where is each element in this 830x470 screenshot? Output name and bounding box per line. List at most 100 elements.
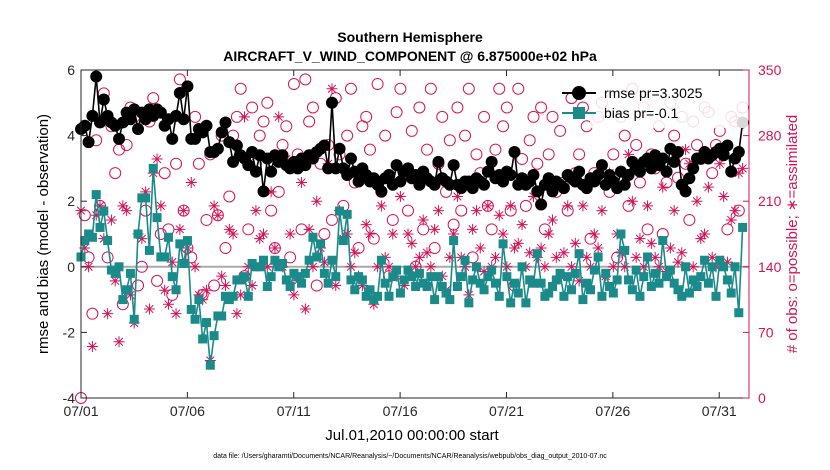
rmse-point <box>527 168 540 181</box>
assimilated-obs-point <box>375 200 387 212</box>
y-tick-label: -4 <box>63 390 76 406</box>
assimilated-obs-point <box>254 233 266 245</box>
possible-obs-point <box>470 148 483 161</box>
assimilated-obs-point <box>718 191 730 203</box>
assimilated-obs-point <box>383 261 395 273</box>
assimilated-obs-point <box>417 214 429 226</box>
rmse-point <box>432 155 445 168</box>
bias-point <box>452 281 462 291</box>
assimilated-obs-point <box>596 205 608 217</box>
rmse-point <box>592 168 605 181</box>
assimilated-obs-point <box>109 275 121 287</box>
possible-obs-point <box>554 124 567 137</box>
bias-point <box>144 245 154 255</box>
rmse-point <box>485 155 498 168</box>
assimilated-obs-point <box>581 251 593 263</box>
bias-point <box>350 285 360 295</box>
bias-point <box>441 288 451 298</box>
assimilated-obs-point <box>360 219 372 231</box>
assimilated-obs-point <box>478 265 490 277</box>
possible-obs-point <box>246 101 259 114</box>
possible-obs-point <box>234 82 247 95</box>
rmse-point <box>557 182 570 195</box>
bias-point <box>281 275 291 285</box>
assimilated-obs-point <box>231 308 243 320</box>
assimilated-obs-point <box>619 261 631 273</box>
bias-point <box>578 295 588 305</box>
possible-obs-point <box>173 73 186 86</box>
bias-point <box>475 278 485 288</box>
possible-obs-point <box>344 82 357 95</box>
possible-obs-point <box>386 213 399 226</box>
bias-point <box>327 255 337 265</box>
assimilated-obs-point <box>577 200 589 212</box>
assimilated-obs-point <box>219 280 231 292</box>
assimilated-obs-point <box>721 256 733 268</box>
assimilated-obs-point <box>261 261 273 273</box>
bias-point <box>650 268 660 278</box>
possible-obs-point <box>443 134 456 147</box>
possible-obs-point <box>493 82 506 95</box>
bias-point <box>270 255 280 265</box>
bias-point <box>217 311 227 321</box>
assimilated-obs-point <box>444 251 456 263</box>
x-tick-label: 07/06 <box>170 403 205 419</box>
possible-obs-point <box>101 251 114 264</box>
bias-point <box>91 190 101 200</box>
assimilated-obs-point <box>296 176 308 188</box>
assimilated-obs-point <box>394 191 406 203</box>
rmse-point <box>382 168 395 181</box>
assimilated-obs-point <box>223 223 235 235</box>
assimilated-obs-point <box>653 261 665 273</box>
x-tick-label: 07/31 <box>702 403 737 419</box>
assimilated-obs-point <box>349 247 361 259</box>
bias-point <box>673 285 683 295</box>
bias-point <box>95 222 105 232</box>
rmse-point <box>721 139 734 152</box>
bias-point <box>148 163 158 173</box>
rmse-point <box>660 165 673 178</box>
bias-point <box>570 268 580 278</box>
possible-obs-point <box>485 223 498 236</box>
bias-point <box>357 275 367 285</box>
assimilated-obs-point <box>505 200 517 212</box>
bias-point <box>179 259 189 269</box>
bias-point <box>437 281 447 291</box>
possible-obs-point <box>690 138 703 151</box>
bias-point <box>426 272 436 282</box>
assimilated-obs-point <box>482 200 494 212</box>
bias-point <box>262 281 272 291</box>
assimilated-obs-point <box>642 200 654 212</box>
rmse-point <box>215 126 228 139</box>
rmse-point <box>504 168 517 181</box>
assimilated-obs-point <box>429 223 441 235</box>
bias-point <box>167 272 177 282</box>
possible-obs-point <box>109 167 122 180</box>
bias-point <box>734 308 744 318</box>
possible-obs-point <box>489 143 502 156</box>
possible-obs-point <box>402 204 415 217</box>
bias-point <box>509 278 519 288</box>
bias-point <box>639 272 649 282</box>
bias-point <box>103 236 113 246</box>
assimilated-obs-point <box>178 205 190 217</box>
bias-point <box>528 278 538 288</box>
possible-obs-point <box>325 213 338 226</box>
bias-point <box>297 278 307 288</box>
assimilated-obs-point <box>79 242 91 254</box>
possible-obs-point <box>261 96 274 109</box>
bias-point <box>684 288 694 298</box>
bias-point <box>646 281 656 291</box>
rmse-point <box>181 80 194 93</box>
bias-point <box>665 265 675 275</box>
assimilated-obs-point <box>330 280 342 292</box>
possible-obs-point <box>360 110 373 123</box>
rmse-point <box>230 139 243 152</box>
assimilated-obs-point <box>246 280 258 292</box>
bias-point <box>240 272 250 282</box>
possible-obs-point <box>306 101 319 114</box>
assimilated-obs-point <box>269 242 281 254</box>
possible-obs-point <box>352 242 365 255</box>
possible-obs-point <box>253 129 266 142</box>
bias-point <box>536 278 546 288</box>
